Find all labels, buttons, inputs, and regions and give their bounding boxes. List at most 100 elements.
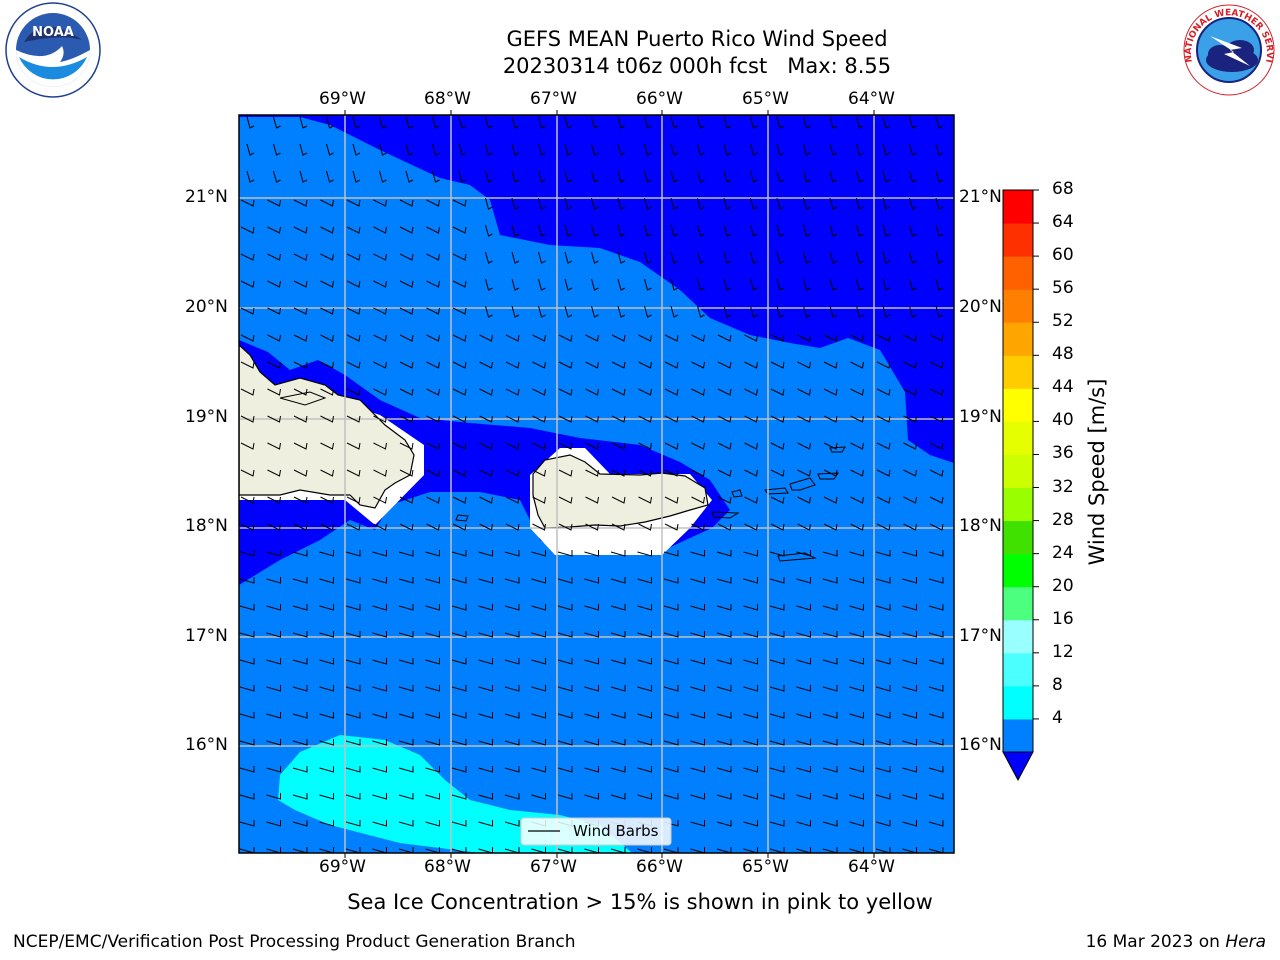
- wind-barb: [610, 631, 626, 638]
- wind-barb: [451, 847, 467, 853]
- wind-barb: [346, 280, 361, 288]
- wind-barb: [452, 307, 467, 315]
- wind-barb: [293, 307, 308, 315]
- wind-barb: [664, 334, 679, 342]
- wind-barb: [829, 305, 838, 318]
- wind-barb: [538, 197, 546, 210]
- wind-barb: [425, 631, 440, 638]
- wind-barb: [902, 658, 917, 665]
- wind-barb: [240, 469, 255, 477]
- wind-barb: [849, 550, 864, 557]
- wind-barb: [637, 712, 652, 719]
- wind-barb: [319, 631, 334, 638]
- wind-barb: [557, 577, 573, 584]
- wind-barb: [823, 442, 838, 450]
- wind-barb: [432, 143, 440, 156]
- wind-barb: [584, 793, 599, 800]
- wind-barb: [822, 658, 838, 665]
- wind-barb: [803, 305, 811, 318]
- wind-barb: [293, 253, 308, 261]
- wind-barb: [538, 143, 546, 156]
- wind-barb: [292, 739, 308, 746]
- wind-barb: [240, 307, 255, 315]
- wind-barb: [292, 604, 308, 611]
- wind-barb: [432, 170, 440, 183]
- wind-barb: [796, 820, 811, 827]
- wind-barb: [564, 170, 573, 183]
- wind-barb: [538, 305, 546, 318]
- wind-barb: [292, 658, 308, 665]
- wind-barb: [346, 334, 361, 342]
- wind-barb: [743, 766, 758, 773]
- wind-barb: [875, 631, 891, 638]
- wind-barb: [716, 604, 732, 611]
- wind-barb: [691, 496, 705, 504]
- wind-barb: [293, 388, 308, 396]
- wind-barb: [610, 712, 626, 719]
- wind-barb: [346, 523, 361, 531]
- wind-barb: [504, 766, 520, 773]
- wind-barb: [266, 631, 281, 638]
- wind-barb: [398, 577, 414, 584]
- wind-barb: [670, 278, 679, 291]
- wind-barb: [320, 280, 334, 288]
- wind-barb: [584, 712, 599, 719]
- wind-barb: [485, 197, 493, 210]
- wind-barb: [372, 604, 387, 611]
- wind-barb: [246, 170, 255, 183]
- wind-barb: [299, 170, 308, 183]
- wind-barb: [319, 658, 334, 665]
- wind-barb: [769, 658, 785, 665]
- wind-barb: [637, 847, 652, 853]
- wind-barb: [903, 469, 917, 477]
- colorbar-tick-label: 36: [1052, 443, 1074, 464]
- wind-barb: [664, 523, 679, 531]
- wind-barb: [564, 143, 573, 156]
- wind-speed-below-4-north: [239, 115, 954, 463]
- footer-date: 16 Mar 2023 on Hera: [1086, 932, 1266, 952]
- wind-barb: [902, 631, 917, 638]
- wind-barb: [611, 334, 626, 342]
- wind-barb: [638, 415, 652, 423]
- wind-barb: [882, 143, 891, 156]
- wind-barb: [293, 334, 308, 342]
- wind-barb: [399, 307, 414, 315]
- wind-barb: [743, 820, 758, 827]
- colorbar-segment: [1003, 586, 1033, 621]
- wind-barb: [697, 278, 705, 291]
- lon-label-bottom-65w: 65°W: [742, 857, 789, 877]
- wind-barb: [585, 415, 599, 423]
- colorbar-segment: [1003, 322, 1033, 356]
- wind-barb: [823, 334, 838, 342]
- wind-barb: [379, 143, 387, 156]
- wind-barb: [928, 658, 944, 665]
- wind-barb: [511, 224, 520, 237]
- wind-barb: [670, 116, 679, 129]
- lon-label-top-66w: 66°W: [636, 89, 683, 109]
- wind-barb: [723, 305, 732, 318]
- wind-barb: [398, 712, 414, 719]
- wind-barb: [532, 334, 546, 342]
- wind-barb: [451, 577, 467, 584]
- wind-barb: [770, 496, 785, 504]
- island-vieques: [711, 511, 740, 519]
- wind-barb: [875, 793, 891, 800]
- wind-barb: [398, 739, 414, 746]
- wind-barb: [319, 739, 334, 746]
- wind-barb: [273, 170, 281, 183]
- wind-barb: [770, 415, 785, 423]
- wind-barb: [743, 739, 758, 746]
- wind-barb: [744, 415, 758, 423]
- wind-barb: [697, 116, 705, 129]
- wind-barb: [856, 278, 864, 291]
- wind-barb: [273, 143, 281, 156]
- wind-barb: [610, 793, 626, 800]
- wind-barb: [511, 197, 520, 210]
- lat-label-right-19n: 19°N: [959, 407, 1002, 427]
- wind-barb: [849, 604, 864, 611]
- wind-barb: [829, 116, 838, 129]
- wind-barb: [239, 631, 255, 638]
- wind-barb: [611, 415, 626, 423]
- wind-barb: [426, 361, 440, 369]
- wind-barb: [319, 847, 334, 853]
